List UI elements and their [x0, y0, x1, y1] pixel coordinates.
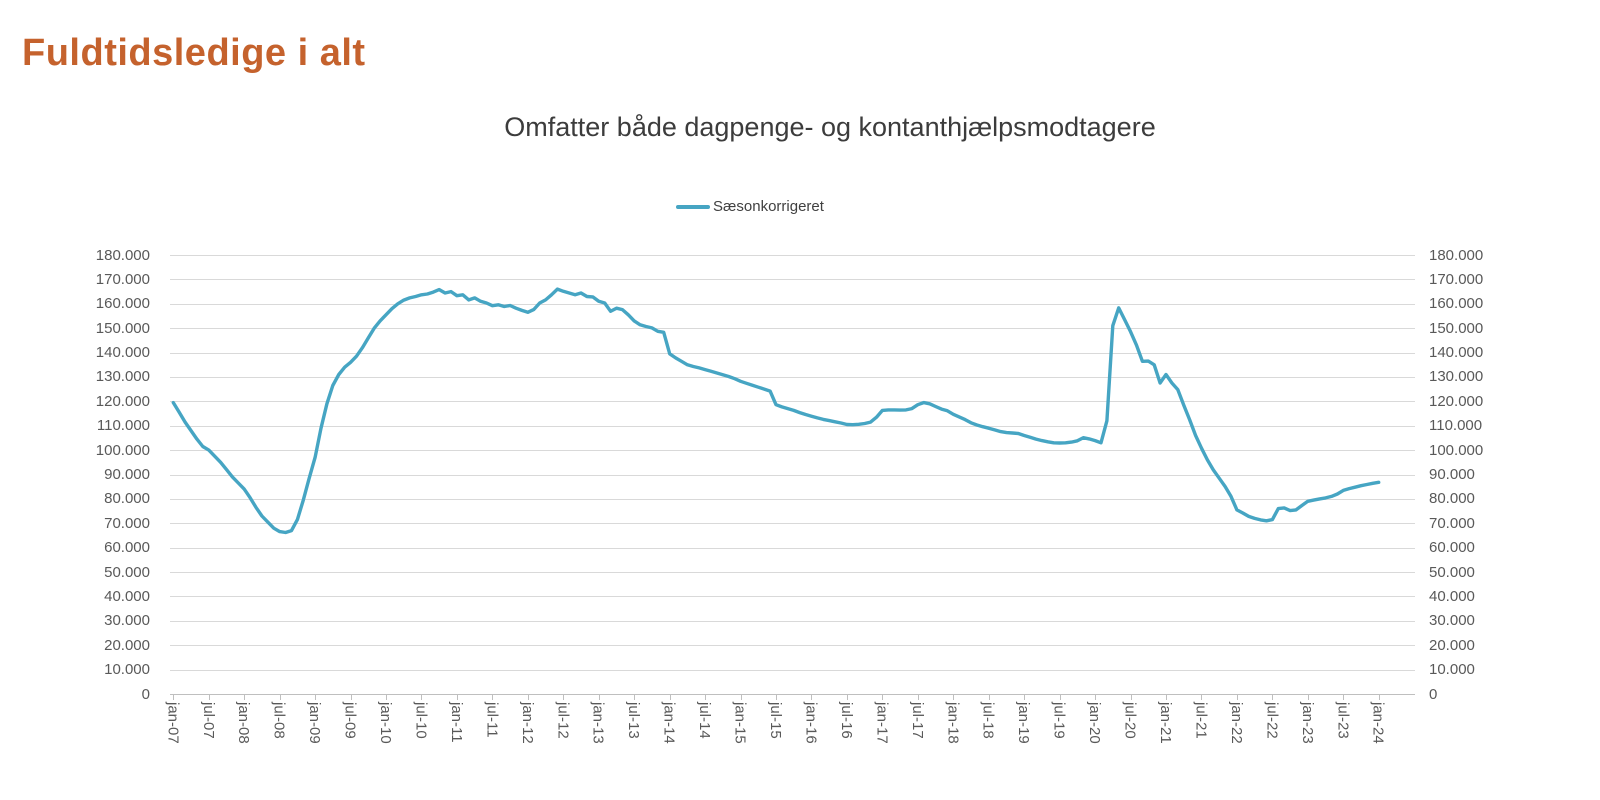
x-tick-label: jul-07: [199, 702, 217, 739]
y-tick-label-left: 160.000: [95, 295, 150, 313]
y-tick-label-right: 40.000: [1429, 587, 1475, 605]
x-tick-label: jan-21: [1157, 702, 1174, 744]
y-tick-label-right: 80.000: [1429, 490, 1475, 508]
plot-area: [170, 255, 1415, 700]
y-tick-label-right: 90.000: [1429, 466, 1475, 483]
legend: Sæsonkorrigeret: [170, 198, 1330, 215]
y-tick-label-right: 150.000: [1429, 319, 1484, 337]
x-tick-label: jan-18: [944, 702, 962, 744]
y-tick-label-right: 100.000: [1429, 441, 1484, 459]
y-tick-label-left: 180.000: [95, 246, 150, 264]
x-tick-label: jan-14: [660, 702, 678, 744]
y-tick-label-left: 120.000: [95, 392, 150, 410]
y-tick-label-left: 60.000: [104, 539, 150, 557]
legend-line-swatch: [676, 204, 711, 209]
x-tick-label: jul-23: [1334, 702, 1352, 739]
y-tick-label-right: 10.000: [1429, 661, 1475, 679]
x-tick-label: jan-23: [1298, 702, 1316, 744]
x-tick-label: jan-19: [1015, 702, 1033, 744]
y-tick-label-right: 110.000: [1429, 417, 1483, 435]
series-line-saesonkorrigeret: [171, 287, 1381, 535]
y-tick-label-right: 50.000: [1429, 563, 1475, 581]
y-tick-label-right: 170.000: [1429, 270, 1484, 288]
y-tick-label-left: 50.000: [104, 563, 150, 581]
legend-label: Sæsonkorrigeret: [713, 198, 824, 215]
x-tick-label: jul-17: [908, 702, 926, 739]
y-tick-label-left: 40.000: [104, 587, 150, 605]
x-tick-label: jan-09: [306, 702, 324, 744]
y-tick-label-right: 160.000: [1429, 295, 1484, 313]
x-tick-label: jul-19: [1050, 702, 1068, 739]
y-tick-label-right: 30.000: [1429, 612, 1475, 630]
x-tick-label: jul-22: [1263, 702, 1281, 739]
y-tick-label-left: 140.000: [95, 344, 150, 362]
y-tick-label-left: 70.000: [104, 514, 150, 532]
y-tick-label-left: 150.000: [95, 319, 150, 337]
y-tick-label-left: 0: [141, 685, 150, 703]
x-tick-label: jan-12: [518, 702, 536, 744]
y-tick-label-right: 140.000: [1429, 344, 1484, 362]
y-tick-label-left: 170.000: [95, 270, 150, 288]
y-tick-label-right: 60.000: [1429, 539, 1475, 557]
y-tick-label-right: 20.000: [1429, 636, 1475, 654]
x-tick-label: jan-15: [731, 702, 749, 744]
x-tick-label: jul-12: [554, 702, 572, 739]
y-tick-label-right: 0: [1429, 685, 1438, 703]
x-tick-label: jul-10: [412, 702, 430, 739]
x-tick-label: jan-22: [1227, 702, 1245, 744]
x-tick-label: jul-16: [837, 702, 855, 739]
x-tick-label: jul-18: [979, 702, 997, 739]
y-tick-label-left: 90.000: [104, 466, 150, 483]
y-tick-label-right: 180.000: [1429, 246, 1484, 264]
x-tick-label: jan-24: [1369, 702, 1387, 744]
x-tick-label: jan-13: [589, 702, 607, 744]
y-tick-label-left: 10.000: [104, 661, 150, 679]
y-tick-label-left: 20.000: [104, 636, 150, 654]
x-tick-label: jul-11: [483, 702, 501, 738]
x-tick-label: jan-10: [377, 702, 394, 744]
x-tick-label: jan-16: [802, 702, 820, 744]
x-tick-label: jan-08: [235, 702, 253, 744]
plot-svg: [170, 255, 1415, 700]
x-tick-label: jan-11: [447, 702, 465, 743]
x-tick-label: jul-20: [1121, 702, 1139, 739]
x-tick-label: jul-14: [696, 702, 714, 739]
x-tick-label: jan-17: [873, 702, 891, 744]
x-tick-label: jul-21: [1192, 702, 1210, 739]
x-tick-label: jul-13: [625, 702, 643, 739]
x-tick-label: jul-09: [341, 702, 359, 739]
x-tick-label: jul-15: [767, 702, 784, 739]
y-tick-label-left: 80.000: [104, 490, 150, 508]
x-tick-label: jan-20: [1086, 702, 1104, 744]
y-tick-label-left: 130.000: [95, 368, 150, 386]
chart-title: Omfatter både dagpenge- og kontanthjælps…: [504, 112, 1156, 142]
y-tick-label-right: 130.000: [1429, 368, 1484, 386]
y-tick-label-right: 120.000: [1429, 392, 1484, 410]
x-tick-label: jul-08: [270, 702, 288, 739]
x-tick-label: jan-07: [164, 702, 182, 744]
y-tick-label-left: 30.000: [104, 612, 150, 630]
page-title: Fuldtidsledige i alt: [22, 32, 366, 74]
y-tick-label-right: 70.000: [1429, 514, 1475, 532]
y-tick-label-left: 110.000: [96, 417, 150, 435]
y-tick-label-left: 100.000: [95, 441, 150, 459]
